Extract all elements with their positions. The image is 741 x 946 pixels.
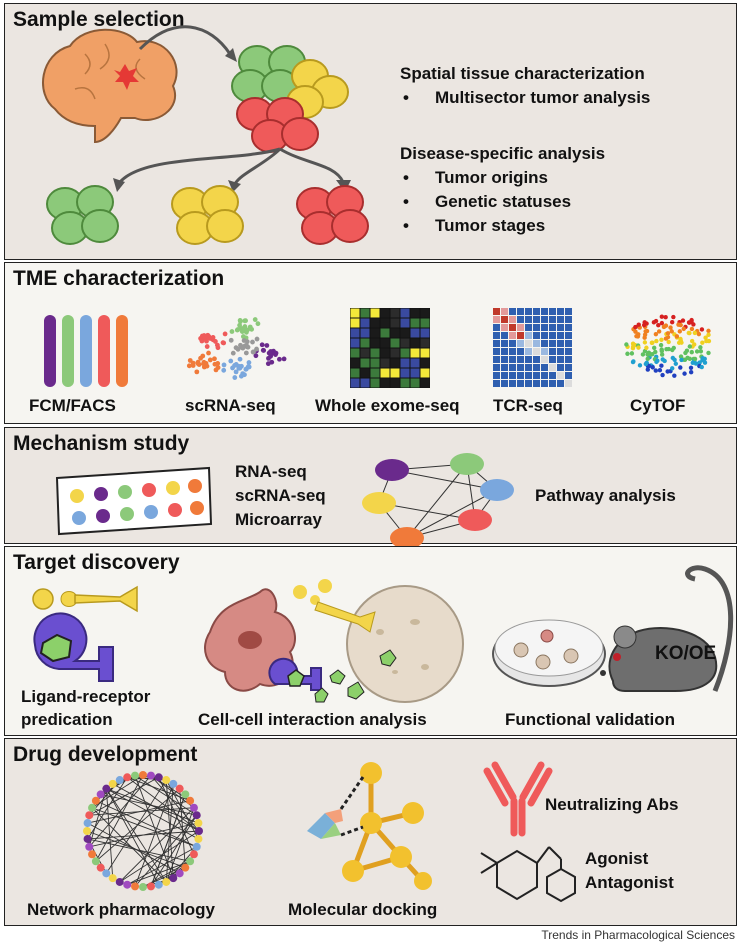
tcr-heatmap-icon (493, 308, 572, 387)
target-panel: Target discovery Ligand-receptor predica… (4, 546, 737, 736)
cell-label: Cell-cell interaction analysis (198, 710, 427, 729)
ligand-label: predication (21, 710, 113, 729)
chemical-structure-icon (480, 846, 576, 903)
method-label: Whole exome-seq (315, 396, 460, 415)
flow-tubes-icon (44, 315, 128, 387)
sample-selection-panel: Sample selection (4, 3, 737, 260)
spatial-heading: Spatial tissue characterization (400, 64, 645, 83)
mouse-icon (600, 565, 734, 692)
disease-item: Genetic statuses (403, 192, 571, 212)
antibody-icon (483, 761, 553, 837)
panel-title: Drug development (13, 743, 198, 766)
panel-title: Sample selection (13, 8, 185, 31)
method-label: CyTOF (630, 396, 686, 415)
pathway-network-icon (362, 453, 514, 548)
microarray-plate-icon (55, 466, 213, 536)
cytof-plot-icon (624, 314, 712, 378)
exome-grid-icon (350, 308, 430, 388)
tissue-block-cluster (231, 45, 349, 153)
panel-title: TME characterization (13, 267, 225, 290)
assay-label: Microarray (235, 510, 322, 529)
ligand-receptor-icon (32, 585, 138, 682)
mouse-label: KO/OE (655, 643, 717, 664)
docking-label: Molecular docking (288, 900, 438, 919)
assay-label: scRNA-seq (235, 486, 326, 505)
tme-panel: TME characterization FCM/FACS scRNA-seq … (4, 262, 737, 424)
disease-heading: Disease-specific analysis (400, 144, 606, 163)
red-tissue-group (296, 185, 369, 245)
disease-item: Tumor origins (403, 168, 548, 188)
method-label: FCM/FACS (29, 396, 116, 415)
mechanism-panel: Mechanism study RNA-seq scRNA-seq Microa… (4, 427, 737, 548)
agonist-label: Agonist (585, 849, 649, 868)
network-label: Network pharmacology (27, 900, 215, 919)
culture-dish-icon (492, 619, 606, 687)
molecular-docking-icon (307, 762, 432, 890)
panel-title: Mechanism study (13, 432, 190, 455)
functional-label: Functional validation (505, 710, 676, 729)
method-label: scRNA-seq (185, 396, 276, 415)
green-tissue-group (46, 185, 119, 245)
method-label: TCR-seq (493, 396, 563, 415)
scrna-cluster-icon (186, 317, 287, 380)
brain-icon (42, 28, 178, 144)
yellow-tissue-group (171, 185, 244, 245)
abs-label: Neutralizing Abs (545, 795, 679, 814)
ligand-label: Ligand-receptor (21, 687, 151, 706)
disease-item: Tumor stages (403, 216, 545, 236)
spatial-item: Multisector tumor analysis (403, 88, 650, 108)
network-pharmacology-icon (83, 771, 203, 891)
drug-panel: Drug development Network pharmacology Mo… (4, 738, 737, 926)
journal-credit: Trends in Pharmacological Sciences (541, 928, 735, 942)
assay-label: RNA-seq (235, 462, 307, 481)
antagonist-label: Antagonist (585, 873, 674, 892)
pathway-label: Pathway analysis (535, 486, 676, 505)
cell-interaction-icon (204, 579, 464, 703)
sample-illustration (42, 25, 369, 245)
panel-title: Target discovery (13, 551, 180, 574)
